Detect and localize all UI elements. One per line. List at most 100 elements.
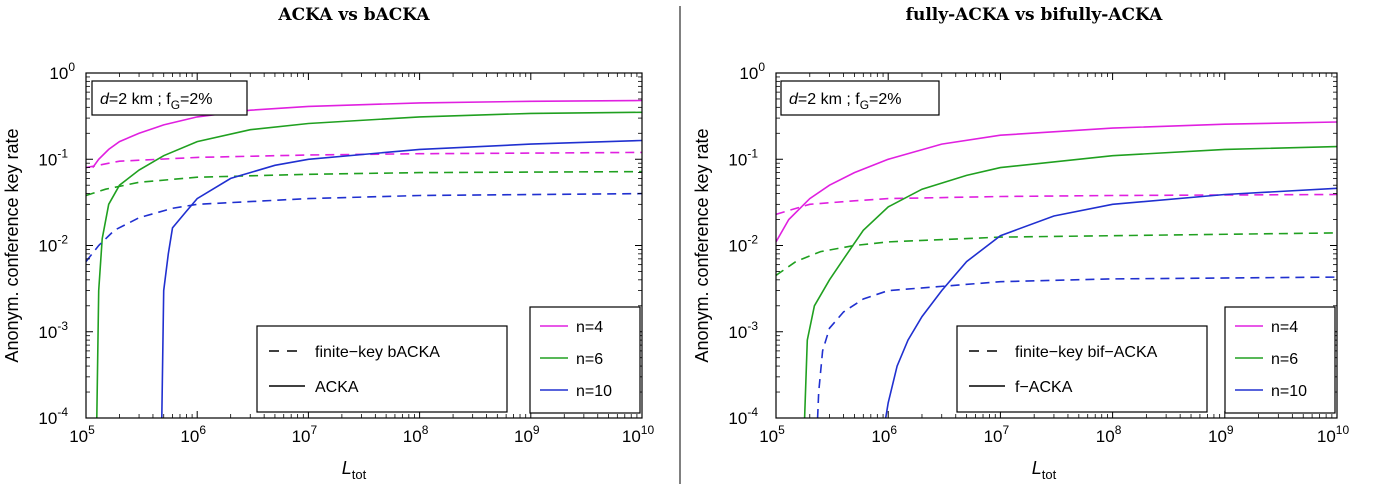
finite-key-series-line-5 <box>86 192 642 263</box>
y-tick-label: 10-1 <box>728 146 758 169</box>
x-tick-exponent: 8 <box>1115 423 1122 437</box>
x-tick-base: 10 <box>759 427 778 446</box>
asymptotic-series-line-4 <box>884 187 1337 418</box>
y-tick-label: 100 <box>49 60 75 83</box>
x-tick-label: 107 <box>292 423 318 446</box>
finite-key-series-line-5 <box>816 276 1337 418</box>
color-legend-label: n=10 <box>576 383 612 400</box>
y-tick-base: 10 <box>38 323 57 342</box>
y-tick-label: 10-3 <box>728 319 758 342</box>
color-legend-box <box>529 306 641 414</box>
y-tick-label: 10-3 <box>38 319 68 342</box>
x-tick-base: 10 <box>984 427 1003 446</box>
annotation-rest: =2% <box>869 91 901 108</box>
y-tick-exponent: -4 <box>747 405 758 419</box>
x-tick-base: 10 <box>871 427 890 446</box>
parameter-annotation: d=2 km ; fG=2% <box>789 91 902 112</box>
annotation-rest: =2% <box>180 91 212 108</box>
asymptotic-series-line-2 <box>96 111 642 418</box>
y-tick-base: 10 <box>38 237 57 256</box>
x-axis-label: Ltot <box>342 458 367 482</box>
series-group <box>776 121 1337 418</box>
x-axis-label-subscript: tot <box>1042 467 1057 482</box>
x-tick-base: 10 <box>1208 427 1227 446</box>
y-tick-label: 10-2 <box>728 233 758 256</box>
x-axis-label-subscript: tot <box>352 467 367 482</box>
y-tick-base: 10 <box>739 64 758 83</box>
finite-key-series-line-3 <box>86 170 642 197</box>
plot-frame <box>775 72 1338 419</box>
y-tick-exponent: -2 <box>57 233 68 247</box>
plot-frame <box>85 72 643 419</box>
finite-key-series-line-3 <box>776 232 1337 277</box>
y-tick-base: 10 <box>728 150 747 169</box>
y-tick-label: 10-4 <box>38 405 68 428</box>
style-legend-label: finite−key bACKA <box>315 344 440 361</box>
y-tick-exponent: -4 <box>57 405 68 419</box>
y-tick-exponent: -1 <box>57 146 68 160</box>
parameter-annotation-box <box>91 80 248 116</box>
x-tick-label: 105 <box>759 423 785 446</box>
tick-marks <box>775 72 1338 419</box>
x-tick-base: 10 <box>180 427 199 446</box>
y-tick-exponent: -2 <box>747 233 758 247</box>
x-tick-exponent: 5 <box>778 423 785 437</box>
x-tick-label: 105 <box>69 423 95 446</box>
x-axis-label-main: L <box>1032 458 1042 478</box>
y-tick-exponent: 0 <box>758 60 765 74</box>
y-tick-exponent: -3 <box>747 319 758 333</box>
style-legend-box <box>256 325 508 413</box>
parameter-annotation-box <box>780 80 940 116</box>
x-tick-exponent: 6 <box>199 423 206 437</box>
annotation-distance-symbol: d <box>100 91 110 108</box>
asymptotic-series-line-0 <box>776 121 1337 243</box>
asymptotic-series-line-2 <box>803 145 1337 418</box>
x-tick-exponent: 7 <box>1003 423 1010 437</box>
y-tick-base: 10 <box>38 409 57 428</box>
style-legend-label: finite−key bif−ACKA <box>1015 344 1158 361</box>
y-tick-base: 10 <box>728 237 747 256</box>
x-tick-base: 10 <box>1317 427 1336 446</box>
x-tick-label: 109 <box>514 423 540 446</box>
y-tick-exponent: 0 <box>68 60 75 74</box>
x-tick-label: 1010 <box>622 423 655 446</box>
y-tick-label: 10-1 <box>38 146 68 169</box>
color-legend-label: n=6 <box>576 351 603 368</box>
finite-key-series-line-1 <box>776 193 1337 216</box>
x-tick-base: 10 <box>292 427 311 446</box>
style-legend-box <box>956 325 1208 413</box>
x-tick-exponent: 9 <box>533 423 540 437</box>
asymptotic-series-line-4 <box>161 139 642 418</box>
y-tick-exponent: -1 <box>747 146 758 160</box>
x-tick-base: 10 <box>514 427 533 446</box>
y-tick-exponent: -3 <box>57 319 68 333</box>
x-tick-exponent: 7 <box>311 423 318 437</box>
color-legend-label: n=6 <box>1271 351 1298 368</box>
y-tick-label: 100 <box>739 60 765 83</box>
x-axis-label-main: L <box>342 458 352 478</box>
y-tick-base: 10 <box>728 323 747 342</box>
y-tick-label: 10-4 <box>728 405 758 428</box>
y-axis-label: Anonym. conference key rate <box>2 128 22 362</box>
x-tick-exponent: 10 <box>1336 423 1350 437</box>
annotation-subscript: G <box>171 98 180 112</box>
annotation-distance-symbol: d <box>789 91 799 108</box>
series-group <box>86 99 642 418</box>
y-axis-label: Anonym. conference key rate <box>692 128 712 362</box>
tick-marks <box>85 72 643 419</box>
color-legend-label: n=4 <box>1271 319 1298 336</box>
x-tick-base: 10 <box>1096 427 1115 446</box>
x-tick-exponent: 8 <box>422 423 429 437</box>
x-tick-exponent: 5 <box>88 423 95 437</box>
finite-key-series-line-1 <box>86 151 642 169</box>
x-tick-label: 109 <box>1208 423 1234 446</box>
x-tick-base: 10 <box>622 427 641 446</box>
color-legend-box <box>1224 306 1336 414</box>
annotation-distance-text: =2 km ; f <box>109 91 171 108</box>
x-tick-label: 106 <box>180 423 206 446</box>
color-legend-label: n=4 <box>576 319 603 336</box>
x-tick-label: 106 <box>871 423 897 446</box>
